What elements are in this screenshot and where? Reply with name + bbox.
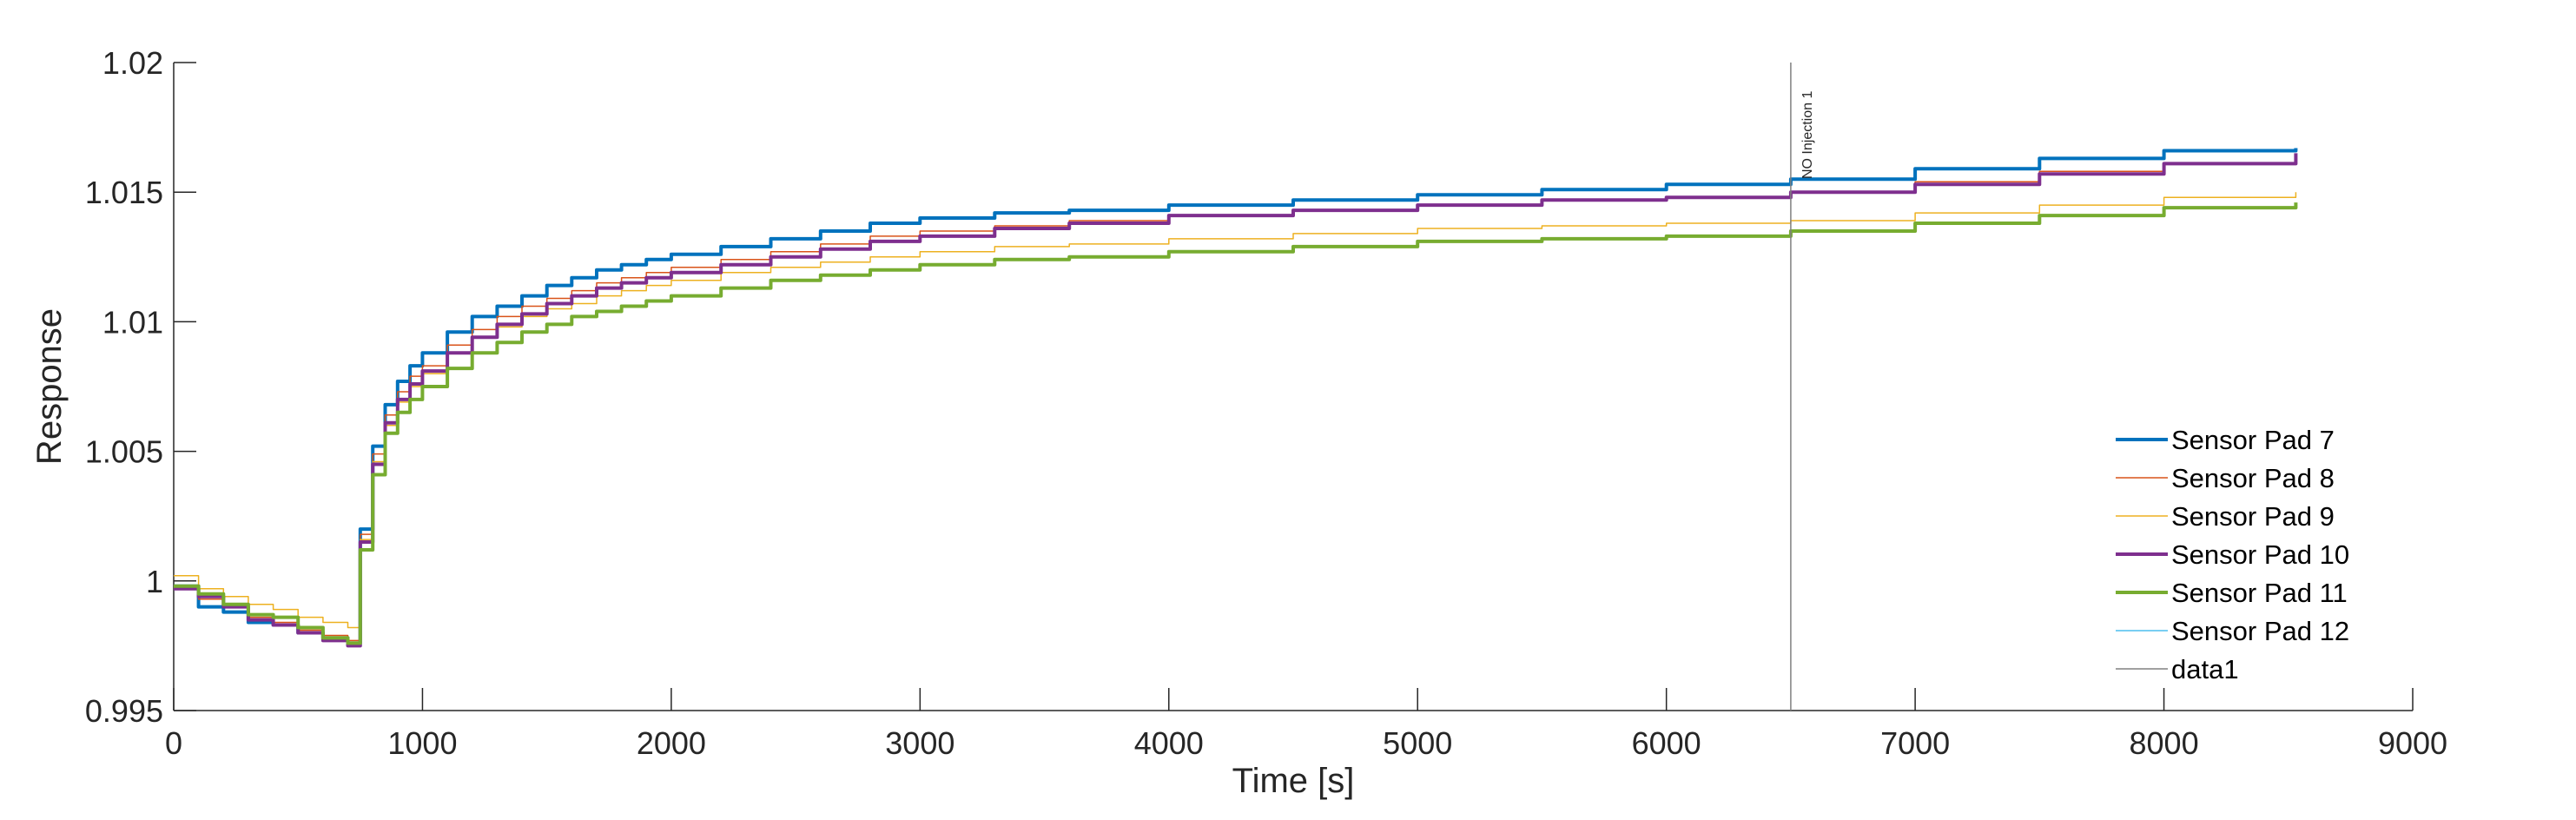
legend: Sensor Pad 7 Sensor Pad 8 Sensor Pad 9 Sens… xyxy=(2116,425,2349,684)
x-tick-label: 5000 xyxy=(1383,725,1452,761)
legend-label: Sensor Pad 7 xyxy=(2171,425,2335,455)
x-tick-label: 9000 xyxy=(2378,725,2447,761)
y-ticks: 0.995 1 1.005 1.01 1.015 1.02 xyxy=(85,45,196,729)
legend-label: Sensor Pad 12 xyxy=(2171,616,2349,646)
axes: 0 1000 2000 3000 4000 5000 6000 7000 8000 9000 0.… xyxy=(85,45,2447,761)
y-tick-label: 1.015 xyxy=(85,175,163,210)
x-tick-label: 2000 xyxy=(637,725,706,761)
x-tick-label: 0 xyxy=(165,725,182,761)
legend-label: Sensor Pad 9 xyxy=(2171,501,2335,532)
series-line-sensor-pad-11 xyxy=(174,202,2298,645)
legend-label: Sensor Pad 11 xyxy=(2171,578,2348,608)
x-tick-label: 3000 xyxy=(885,725,954,761)
y-tick-label: 1.01 xyxy=(102,304,163,340)
y-axis-title: Response xyxy=(30,308,69,465)
x-tick-label: 4000 xyxy=(1134,725,1204,761)
x-tick-label: 1000 xyxy=(387,725,457,761)
series-layer xyxy=(174,63,2298,711)
x-tick-label: 6000 xyxy=(1632,725,1701,761)
y-tick-label: 1.02 xyxy=(102,45,163,81)
x-tick-label: 7000 xyxy=(1880,725,1950,761)
y-tick-label: 1 xyxy=(146,564,163,599)
legend-label: data1 xyxy=(2171,654,2239,684)
x-ticks: 0 1000 2000 3000 4000 5000 6000 7000 8000 9000 xyxy=(165,688,2447,761)
x-axis-title: Time [s] xyxy=(1232,762,1355,800)
annotation-label: NO Injection 1 xyxy=(1800,91,1815,179)
legend-label: Sensor Pad 8 xyxy=(2171,463,2335,493)
y-tick-label: 1.005 xyxy=(85,434,163,470)
legend-label: Sensor Pad 10 xyxy=(2171,539,2349,570)
y-tick-label: 0.995 xyxy=(85,693,163,729)
x-tick-label: 8000 xyxy=(2130,725,2199,761)
